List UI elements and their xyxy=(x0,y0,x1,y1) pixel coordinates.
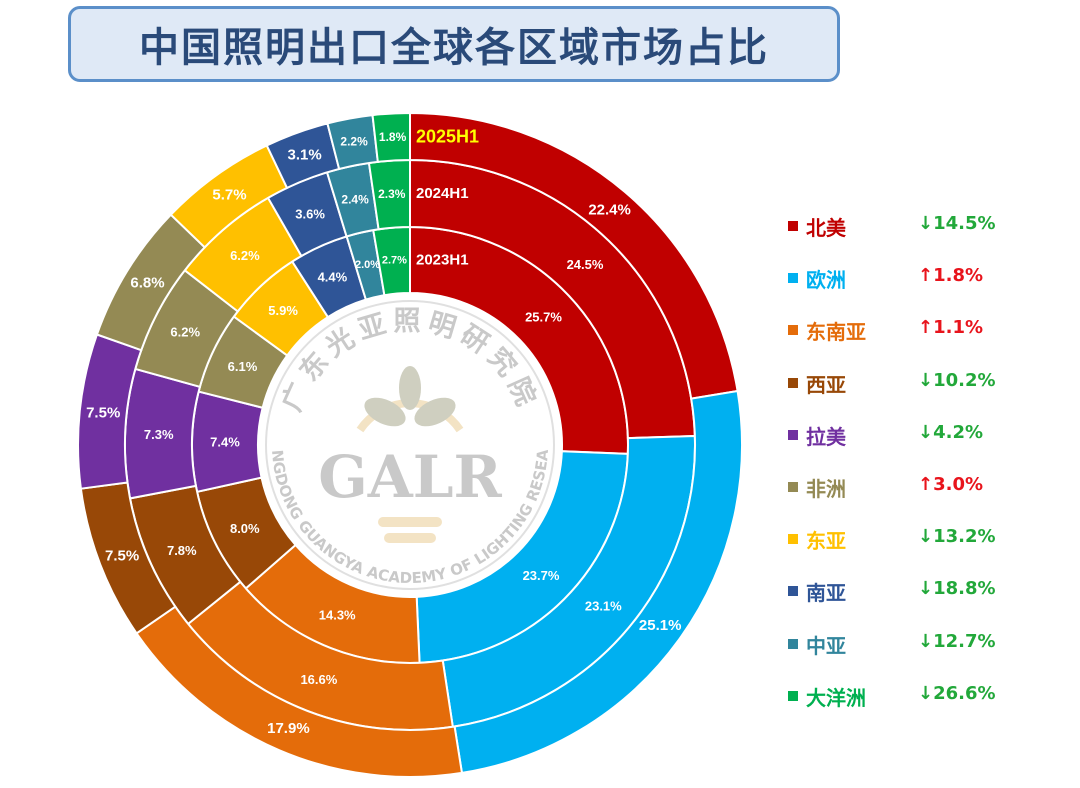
legend-item: 大洋洲 ↓26.6% xyxy=(788,675,1048,727)
legend-change: ↓26.6% xyxy=(918,682,996,704)
legend-item: 南亚 ↓18.8% xyxy=(788,570,1048,622)
data-label: 7.4% xyxy=(210,435,240,450)
legend-swatch xyxy=(788,325,798,336)
legend-item: 拉美 ↓4.2% xyxy=(788,414,1048,466)
slice-2025H1-9 xyxy=(371,111,411,163)
legend-change: ↓14.5% xyxy=(918,213,996,234)
ring-label-2024H1: 2024H1 xyxy=(416,185,469,202)
legend-swatch xyxy=(788,534,798,545)
data-label: 22.4% xyxy=(588,201,631,218)
data-label: 2.2% xyxy=(340,135,368,149)
data-label: 6.8% xyxy=(130,275,164,292)
legend-item: 中亚 ↓12.7% xyxy=(788,623,1048,675)
data-label: 23.1% xyxy=(585,598,622,613)
legend-change: ↑3.0% xyxy=(918,473,984,495)
legend-swatch xyxy=(788,690,798,701)
data-label: 25.7% xyxy=(525,309,562,324)
leaf-icon xyxy=(414,397,456,427)
legend-label: 东南亚 xyxy=(806,320,866,345)
data-label: 5.9% xyxy=(268,303,298,318)
legend-change: ↓12.7% xyxy=(918,630,996,652)
legend-swatch xyxy=(788,638,798,649)
data-label: 3.1% xyxy=(287,147,321,164)
legend: 北美 ↓14.5% 欧洲 ↑1.8% 东南亚 ↑1.1% 西亚 ↓10.2% 拉美 ↓4.2% 非洲… xyxy=(788,205,1048,727)
legend-label: 欧洲 xyxy=(806,268,846,293)
legend-label: 拉美 xyxy=(806,424,846,449)
data-label: 2.0% xyxy=(355,259,380,271)
legend-item: 西亚 ↓10.2% xyxy=(788,362,1048,414)
legend-label: 北美 xyxy=(806,216,846,240)
bulb-base-icon xyxy=(378,517,442,527)
watermark-background xyxy=(258,293,562,597)
legend-change: ↑1.8% xyxy=(918,265,984,287)
legend-label: 东亚 xyxy=(806,529,846,554)
data-label: 3.6% xyxy=(295,207,325,222)
legend-label: 西亚 xyxy=(806,372,846,397)
legend-change: ↓4.2% xyxy=(918,421,984,443)
data-label: 25.1% xyxy=(639,617,682,634)
legend-swatch xyxy=(788,481,798,492)
data-label: 4.4% xyxy=(318,270,348,285)
data-label: 8.0% xyxy=(230,521,260,536)
data-label: 2.4% xyxy=(341,193,369,207)
legend-change: ↓18.8% xyxy=(918,578,996,600)
legend-item: 东南亚 ↑1.1% xyxy=(788,309,1048,361)
legend-label: 南亚 xyxy=(806,581,846,606)
legend-change: ↓10.2% xyxy=(918,369,996,391)
legend-item: 北美 ↓14.5% xyxy=(788,205,1048,257)
data-label: 24.5% xyxy=(567,257,604,272)
ring-label-2023H1: 2023H1 xyxy=(416,252,469,269)
data-label: 2.7% xyxy=(382,255,407,267)
data-label: 7.8% xyxy=(167,543,197,558)
chart-title: 中国照明出口全球各区域市场占比 xyxy=(139,25,769,71)
data-label: 1.8% xyxy=(379,130,407,144)
data-label: 6.1% xyxy=(228,359,258,374)
data-label: 7.5% xyxy=(86,405,120,422)
legend-item: 欧洲 ↑1.8% xyxy=(788,257,1048,309)
data-label: 23.7% xyxy=(523,568,560,583)
data-label: 16.6% xyxy=(300,672,337,687)
bulb-base-icon xyxy=(384,533,436,543)
leaf-icon xyxy=(399,366,421,410)
legend-label: 大洋洲 xyxy=(806,685,866,710)
legend-swatch xyxy=(788,586,798,597)
legend-change: ↑1.1% xyxy=(918,317,984,339)
data-label: 6.2% xyxy=(170,325,200,340)
data-label: 6.2% xyxy=(230,248,260,263)
legend-label: 非洲 xyxy=(806,476,846,501)
legend-change: ↓13.2% xyxy=(918,526,996,548)
legend-label: 中亚 xyxy=(806,633,846,658)
legend-item: 非洲 ↑3.0% xyxy=(788,466,1048,518)
data-label: 2.3% xyxy=(378,187,406,201)
legend-swatch xyxy=(788,377,798,388)
legend-swatch xyxy=(788,429,798,440)
watermark-ring xyxy=(265,300,555,590)
leaf-icon xyxy=(364,397,406,427)
data-label: 7.3% xyxy=(144,427,174,442)
watermark-logo-text: GALR xyxy=(318,443,502,511)
legend-swatch xyxy=(788,221,798,231)
title-banner: 中国照明出口全球各区域市场占比 xyxy=(68,6,840,82)
data-label: 14.3% xyxy=(319,608,356,623)
ring-label-2025H1: 2025H1 xyxy=(416,127,479,147)
legend-swatch xyxy=(788,273,798,284)
data-label: 17.9% xyxy=(267,720,310,737)
data-label: 7.5% xyxy=(105,547,139,564)
legend-item: 东亚 ↓13.2% xyxy=(788,518,1048,570)
data-label: 5.7% xyxy=(212,186,246,203)
